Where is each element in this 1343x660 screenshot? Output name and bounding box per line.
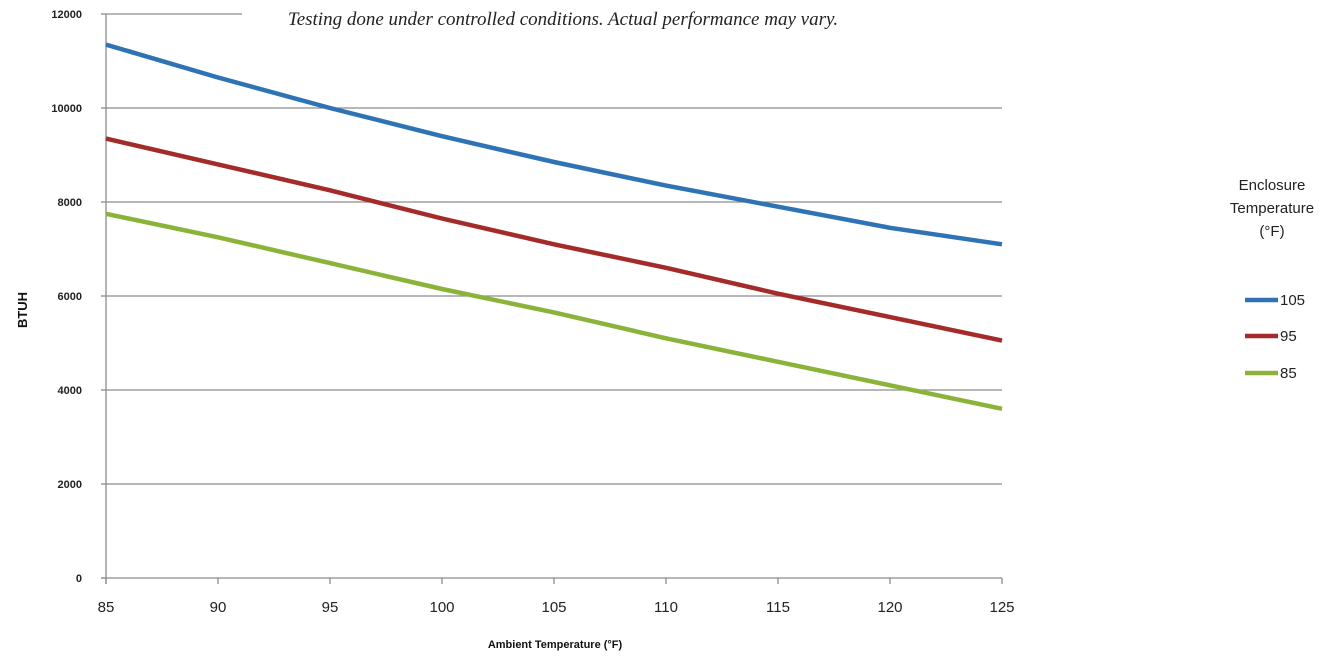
- legend-title-line-2: Temperature: [1230, 200, 1314, 217]
- legend: Enclosure Temperature (°F) 105 95 85: [1230, 177, 1314, 382]
- x-tick-label-115: 115: [766, 599, 790, 616]
- x-tick-label-110: 110: [654, 599, 678, 616]
- x-tick-label-120: 120: [877, 599, 902, 616]
- legend-label-105: 105: [1280, 292, 1305, 309]
- y-tick-label-2000: 2000: [58, 479, 82, 491]
- x-tick-label-105: 105: [541, 599, 566, 616]
- x-axis-label: Ambient Temperature (°F): [488, 639, 623, 651]
- y-tick-label-0: 0: [76, 573, 82, 585]
- series-line-105: [105, 42, 1003, 247]
- axes: [101, 13, 1003, 584]
- y-tick-labels: 0 2000 4000 6000 8000 10000 12000: [51, 9, 82, 585]
- y-tick-label-6000: 6000: [58, 291, 82, 303]
- x-tick-label-100: 100: [429, 599, 454, 616]
- y-tick-label-4000: 4000: [58, 385, 82, 397]
- x-tick-labels: 85 90 95 100 105 110 115 120 125: [98, 599, 1015, 616]
- y-tick-label-8000: 8000: [58, 197, 82, 209]
- legend-title-line-3: (°F): [1259, 223, 1284, 240]
- y-axis-label: BTUH: [15, 292, 30, 328]
- series-line-85: [105, 211, 1003, 412]
- y-tick-label-12000: 12000: [51, 9, 82, 21]
- legend-label-85: 85: [1280, 365, 1297, 382]
- y-tick-label-10000: 10000: [51, 103, 82, 115]
- legend-title-line-1: Enclosure: [1239, 177, 1306, 194]
- x-tick-label-95: 95: [322, 599, 339, 616]
- legend-label-95: 95: [1280, 328, 1297, 345]
- chart-annotation: Testing done under controlled conditions…: [288, 9, 838, 30]
- annotation-background: [242, 2, 1084, 30]
- series-lines: [105, 42, 1003, 412]
- x-tick-label-85: 85: [98, 599, 115, 616]
- x-tick-label-90: 90: [210, 599, 227, 616]
- series-line-95: [105, 136, 1003, 343]
- x-tick-label-125: 125: [989, 599, 1014, 616]
